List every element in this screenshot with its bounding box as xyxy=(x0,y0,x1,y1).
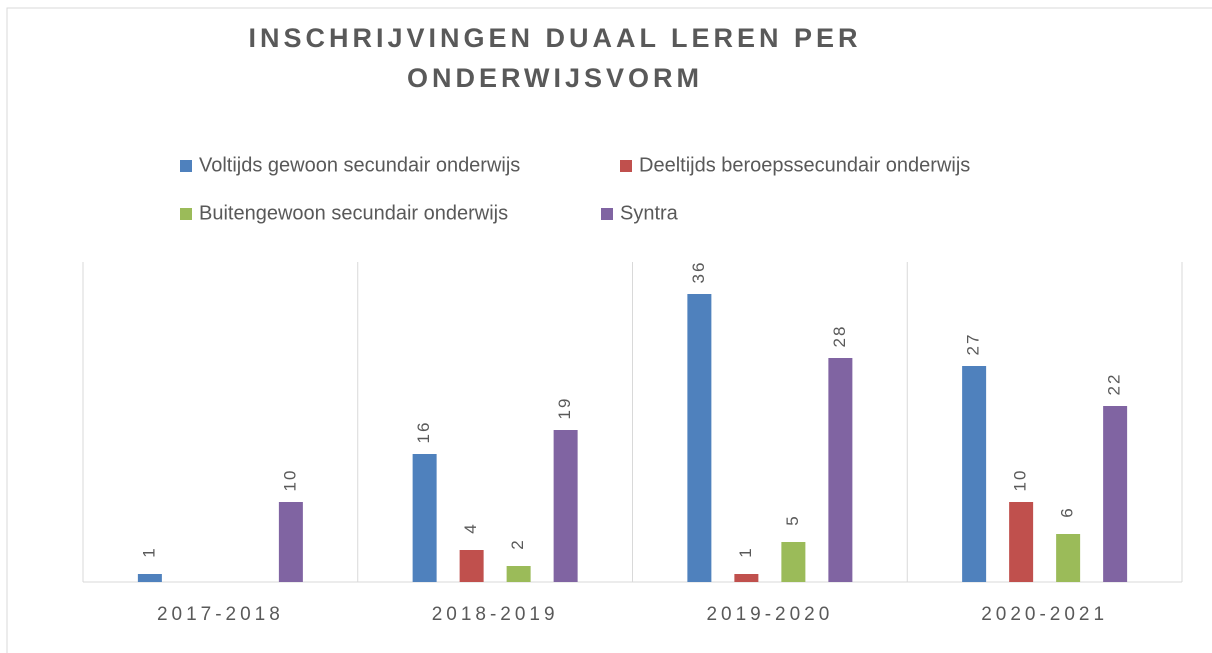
bar xyxy=(781,542,806,582)
chart-title: INSCHRIJVINGEN DUAAL LEREN PER ONDERWIJS… xyxy=(248,23,862,93)
data-label: 19 xyxy=(555,397,574,420)
bar xyxy=(553,430,578,582)
legend-label: Buitengewoon secundair onderwijs xyxy=(199,202,508,224)
bar xyxy=(687,294,712,582)
bar xyxy=(459,550,484,582)
chart-frame xyxy=(6,7,1212,653)
bar xyxy=(506,566,531,582)
bar xyxy=(1056,534,1081,582)
x-tick-label: 2018-2019 xyxy=(432,604,559,625)
data-label: 4 xyxy=(461,522,480,533)
data-label: 10 xyxy=(1011,469,1030,492)
bar xyxy=(962,366,987,582)
legend-swatch xyxy=(601,208,613,220)
bar xyxy=(1009,502,1034,582)
legend-label: Deeltijds beroepssecundair onderwijs xyxy=(639,154,970,176)
legend-swatch xyxy=(180,160,192,172)
data-label: 1 xyxy=(736,546,755,557)
bar xyxy=(278,502,303,582)
bar xyxy=(137,574,162,582)
legend-swatch xyxy=(180,208,192,220)
x-tick-label: 2019-2020 xyxy=(706,604,833,625)
data-label: 28 xyxy=(830,325,849,348)
legend-label: Voltijds gewoon secundair onderwijs xyxy=(199,154,520,176)
data-label: 10 xyxy=(280,469,299,492)
data-label: 5 xyxy=(783,514,802,525)
data-label: 16 xyxy=(414,421,433,444)
data-label: 27 xyxy=(964,333,983,356)
bar xyxy=(1103,406,1128,582)
data-label: 2 xyxy=(508,538,527,549)
x-tick-label: 2017-2018 xyxy=(157,604,284,625)
bar xyxy=(828,358,853,582)
bar xyxy=(412,454,437,582)
legend-swatch xyxy=(620,160,632,172)
x-tick-label: 2020-2021 xyxy=(981,604,1108,625)
data-label: 6 xyxy=(1058,506,1077,517)
data-label: 1 xyxy=(139,546,158,557)
data-label: 22 xyxy=(1105,373,1124,396)
bar xyxy=(734,574,759,582)
data-label: 36 xyxy=(689,261,708,284)
legend-label: Syntra xyxy=(620,202,679,224)
